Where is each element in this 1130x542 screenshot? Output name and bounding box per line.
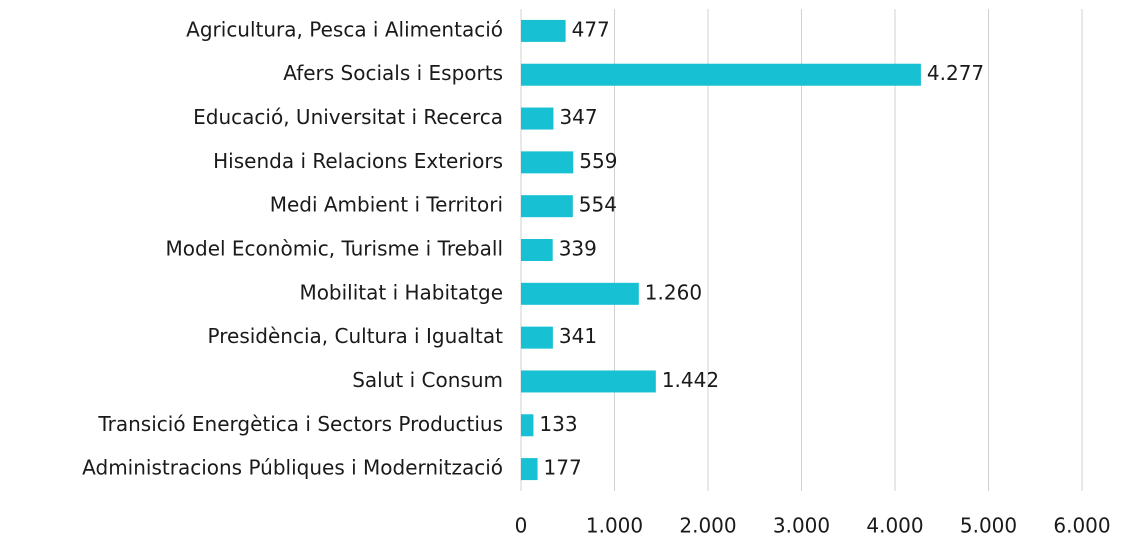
bar <box>521 458 538 481</box>
data-label: 4.277 <box>927 61 984 85</box>
y-tick-label: Transició Energètica i Sectors Productiu… <box>97 412 503 436</box>
data-label: 339 <box>559 237 597 261</box>
y-tick-label: Hisenda i Relacions Exteriors <box>213 149 503 173</box>
y-tick-label: Afers Socials i Esports <box>283 61 503 85</box>
bar <box>521 151 574 174</box>
data-label: 1.260 <box>645 280 702 304</box>
x-tick-label: 3.000 <box>773 514 830 538</box>
x-tick-label: 4.000 <box>866 514 923 538</box>
data-label: 554 <box>579 193 617 217</box>
data-label: 177 <box>544 456 582 480</box>
data-label: 1.442 <box>662 368 719 392</box>
bar <box>521 414 534 437</box>
data-label: 341 <box>559 324 597 348</box>
bar <box>521 19 566 42</box>
bar <box>521 239 553 261</box>
y-tick-label: Presidència, Cultura i Igualtat <box>208 324 504 348</box>
y-tick-label: Agricultura, Pesca i Alimentació <box>186 17 503 41</box>
data-label: 477 <box>572 17 610 41</box>
x-tick-label: 5.000 <box>960 514 1017 538</box>
bar <box>521 326 553 349</box>
x-tick-label: 1.000 <box>586 514 643 538</box>
bar <box>521 370 656 393</box>
bar <box>521 282 639 305</box>
bar <box>521 195 573 218</box>
y-tick-label: Medi Ambient i Territori <box>270 193 503 217</box>
y-tick-label: Administracions Públiques i Modernitzaci… <box>82 456 503 480</box>
bar <box>521 107 554 130</box>
data-label: 133 <box>539 412 577 436</box>
y-tick-label: Salut i Consum <box>352 368 503 392</box>
x-tick-label: 6.000 <box>1053 514 1110 538</box>
bar <box>521 63 921 86</box>
data-label: 347 <box>559 105 597 129</box>
x-tick-label: 0 <box>515 514 528 538</box>
data-label: 559 <box>579 149 617 173</box>
y-tick-label: Mobilitat i Habitatge <box>299 280 503 304</box>
y-tick-label: Educació, Universitat i Recerca <box>193 105 503 129</box>
y-tick-label: Model Econòmic, Turisme i Treball <box>166 237 503 261</box>
x-tick-label: 2.000 <box>679 514 736 538</box>
